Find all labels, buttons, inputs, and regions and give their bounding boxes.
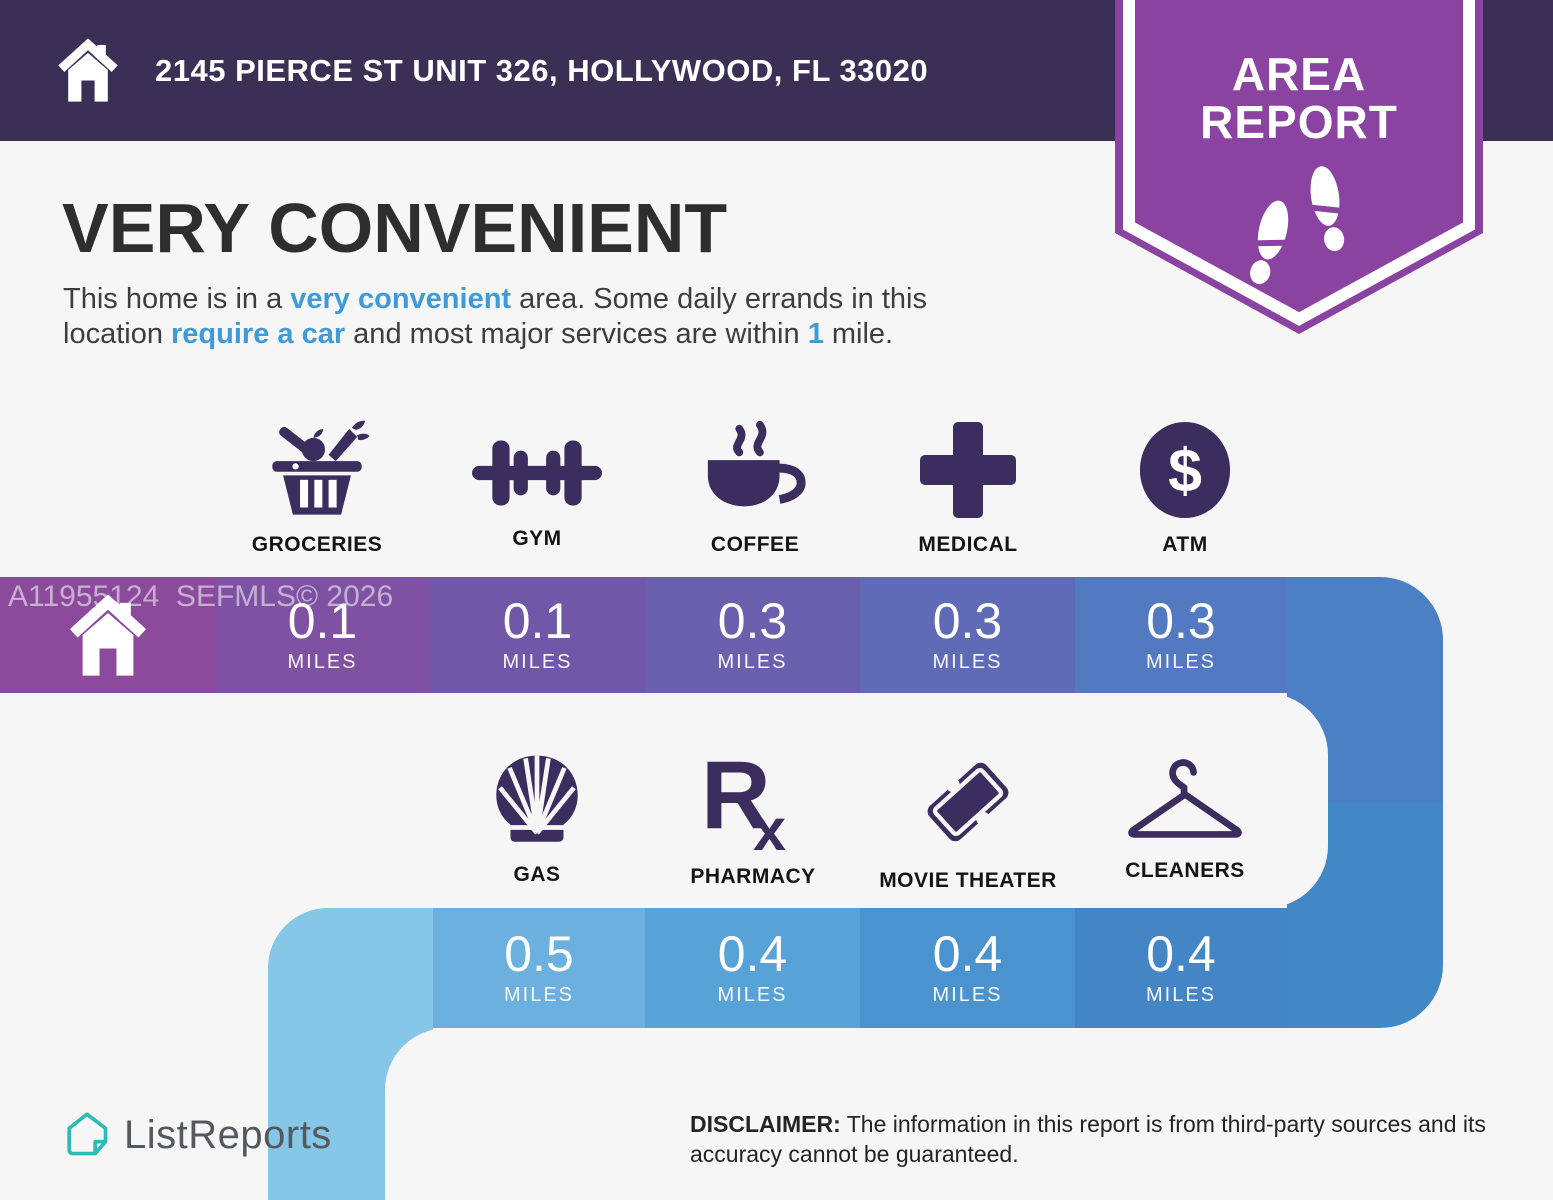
- distance-unit: MILES: [932, 651, 1003, 673]
- distance-band-bottom: 0.5 MILES 0.4 MILES 0.4 MILES 0.4 MILES: [433, 908, 1287, 1028]
- dollar-circle-icon: $: [1139, 421, 1231, 519]
- property-address: 2145 PIERCE ST UNIT 326, HOLLYWOOD, FL 3…: [155, 52, 929, 88]
- description-highlight: very convenient: [290, 283, 512, 315]
- distance-value: 0.4: [717, 926, 788, 982]
- disclaimer-label: DISCLAIMER:: [690, 1111, 841, 1137]
- category-label: PHARMACY: [690, 865, 816, 888]
- distance-value: 0.3: [932, 593, 1003, 649]
- distance-cell-groceries: 0.1 MILES: [215, 577, 430, 693]
- description-text: This home is in a very convenient area. …: [63, 282, 1123, 353]
- content-panel-bottom: [385, 1028, 1553, 1200]
- category-cleaners: CLEANERS: [1078, 756, 1292, 883]
- footprints-icon: [1250, 166, 1345, 285]
- category-label: CLEANERS: [1125, 859, 1245, 882]
- distance-unit: MILES: [503, 984, 575, 1006]
- badge-report-text: REPORT: [1200, 96, 1398, 148]
- description-segment: mile.: [823, 318, 894, 351]
- distance-unit: MILES: [932, 984, 1003, 1006]
- distance-cell-coffee: 0.3 MILES: [645, 577, 860, 693]
- distance-unit: MILES: [1145, 651, 1217, 673]
- home-icon: [69, 594, 146, 676]
- header-home-icon: [58, 38, 118, 102]
- category-label: GROCERIES: [251, 533, 383, 556]
- category-gas: GAS: [430, 752, 644, 887]
- distance-cell-atm: 0.3 MILES: [1075, 577, 1287, 693]
- ticket-icon: [927, 762, 1009, 842]
- disclaimer-text: DISCLAIMER: The information in this repo…: [690, 1110, 1553, 1170]
- page-title: VERY CONVENIENT: [62, 189, 728, 267]
- description-segment: and most major services are within: [345, 318, 808, 351]
- dumbbell-icon: [472, 440, 602, 506]
- category-label: MOVIE THEATER: [879, 869, 1057, 892]
- distance-value: 0.1: [287, 593, 358, 649]
- badge-area-text: AREA: [1232, 48, 1366, 100]
- category-movie-theater: MOVIE THEATER: [861, 748, 1075, 893]
- rx-icon: R x: [701, 748, 786, 852]
- hanger-icon: [1128, 759, 1242, 838]
- distance-unit: MILES: [717, 651, 788, 673]
- category-label: GAS: [513, 863, 561, 886]
- distance-value: 0.4: [932, 926, 1003, 982]
- category-groceries: GROCERIES: [210, 420, 424, 557]
- description-highlight: 1: [807, 318, 824, 351]
- brand-name: ListReports: [124, 1112, 332, 1157]
- category-label: GYM: [512, 527, 562, 550]
- svg-text:$: $: [1168, 437, 1202, 505]
- distance-value: 0.5: [504, 926, 574, 982]
- distance-cell-medical: 0.3 MILES: [860, 577, 1075, 693]
- svg-text:R: R: [701, 748, 771, 849]
- description-segment: location: [63, 318, 172, 351]
- description-highlight: require a car: [171, 318, 346, 351]
- svg-text:x: x: [753, 796, 786, 852]
- distance-cell-gym: 0.1 MILES: [430, 577, 645, 693]
- medical-cross-icon: [920, 422, 1016, 518]
- shell-gas-icon: [496, 755, 578, 842]
- distance-unit: MILES: [1145, 984, 1217, 1006]
- brand-logo: ListReports: [64, 1110, 332, 1160]
- distance-value: 0.3: [1146, 593, 1216, 649]
- category-medical: MEDICAL: [861, 420, 1075, 557]
- category-label: ATM: [1162, 533, 1208, 556]
- category-label: MEDICAL: [918, 533, 1018, 556]
- category-pharmacy: R x PHARMACY: [646, 748, 860, 889]
- category-label: COFFEE: [710, 533, 800, 556]
- listreports-house-icon: [67, 1112, 108, 1156]
- distance-cell-cleaners: 0.4 MILES: [1075, 908, 1287, 1028]
- distance-cell-movie-theater: 0.4 MILES: [860, 908, 1075, 1028]
- distance-unit: MILES: [502, 651, 573, 673]
- distance-band-top: 0.1 MILES 0.1 MILES 0.3 MILES 0.3 MILES …: [0, 577, 1287, 693]
- distance-value: 0.3: [717, 593, 788, 649]
- distance-cell-gas: 0.5 MILES: [433, 908, 645, 1028]
- description-segment: This home is in a: [63, 283, 291, 315]
- category-atm: $ ATM: [1078, 420, 1292, 557]
- description-segment: area. Some daily errands in this: [511, 283, 927, 315]
- distance-cell-pharmacy: 0.4 MILES: [645, 908, 860, 1028]
- category-gym: GYM: [430, 432, 644, 551]
- category-coffee: COFFEE: [648, 420, 862, 557]
- grocery-basket-icon: [272, 420, 370, 515]
- area-report-badge: AREA REPORT: [1115, 0, 1483, 334]
- distance-unit: MILES: [717, 984, 788, 1006]
- coffee-cup-icon: [707, 420, 806, 507]
- home-marker: [0, 577, 215, 693]
- disclaimer-line1: The information in this report is from t…: [840, 1111, 1486, 1137]
- disclaimer-line2: accuracy cannot be guaranteed.: [690, 1140, 1019, 1167]
- mls-watermark: A11955124 SEFMLS© 2026: [8, 580, 394, 613]
- distance-unit: MILES: [287, 651, 358, 673]
- distance-value: 0.4: [1146, 926, 1216, 982]
- distance-value: 0.1: [502, 593, 573, 649]
